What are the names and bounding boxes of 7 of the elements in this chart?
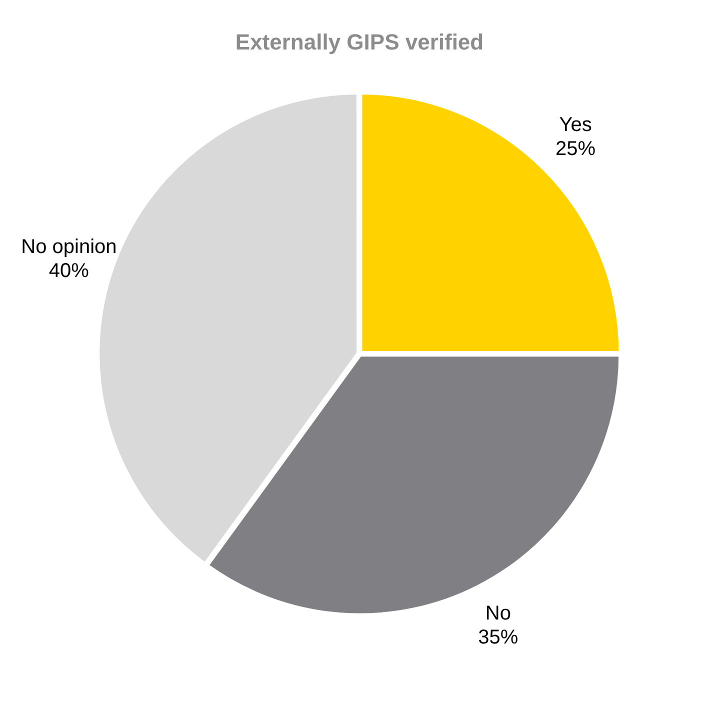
slice-label: Yes <box>559 114 592 136</box>
chart-title: Externally GIPS verified <box>235 29 484 54</box>
slice-label: No opinion <box>21 236 117 258</box>
data-label: 35% <box>478 626 518 648</box>
slice-label: No <box>485 602 511 624</box>
data-label: 25% <box>556 138 596 160</box>
data-label: 40% <box>48 260 90 282</box>
